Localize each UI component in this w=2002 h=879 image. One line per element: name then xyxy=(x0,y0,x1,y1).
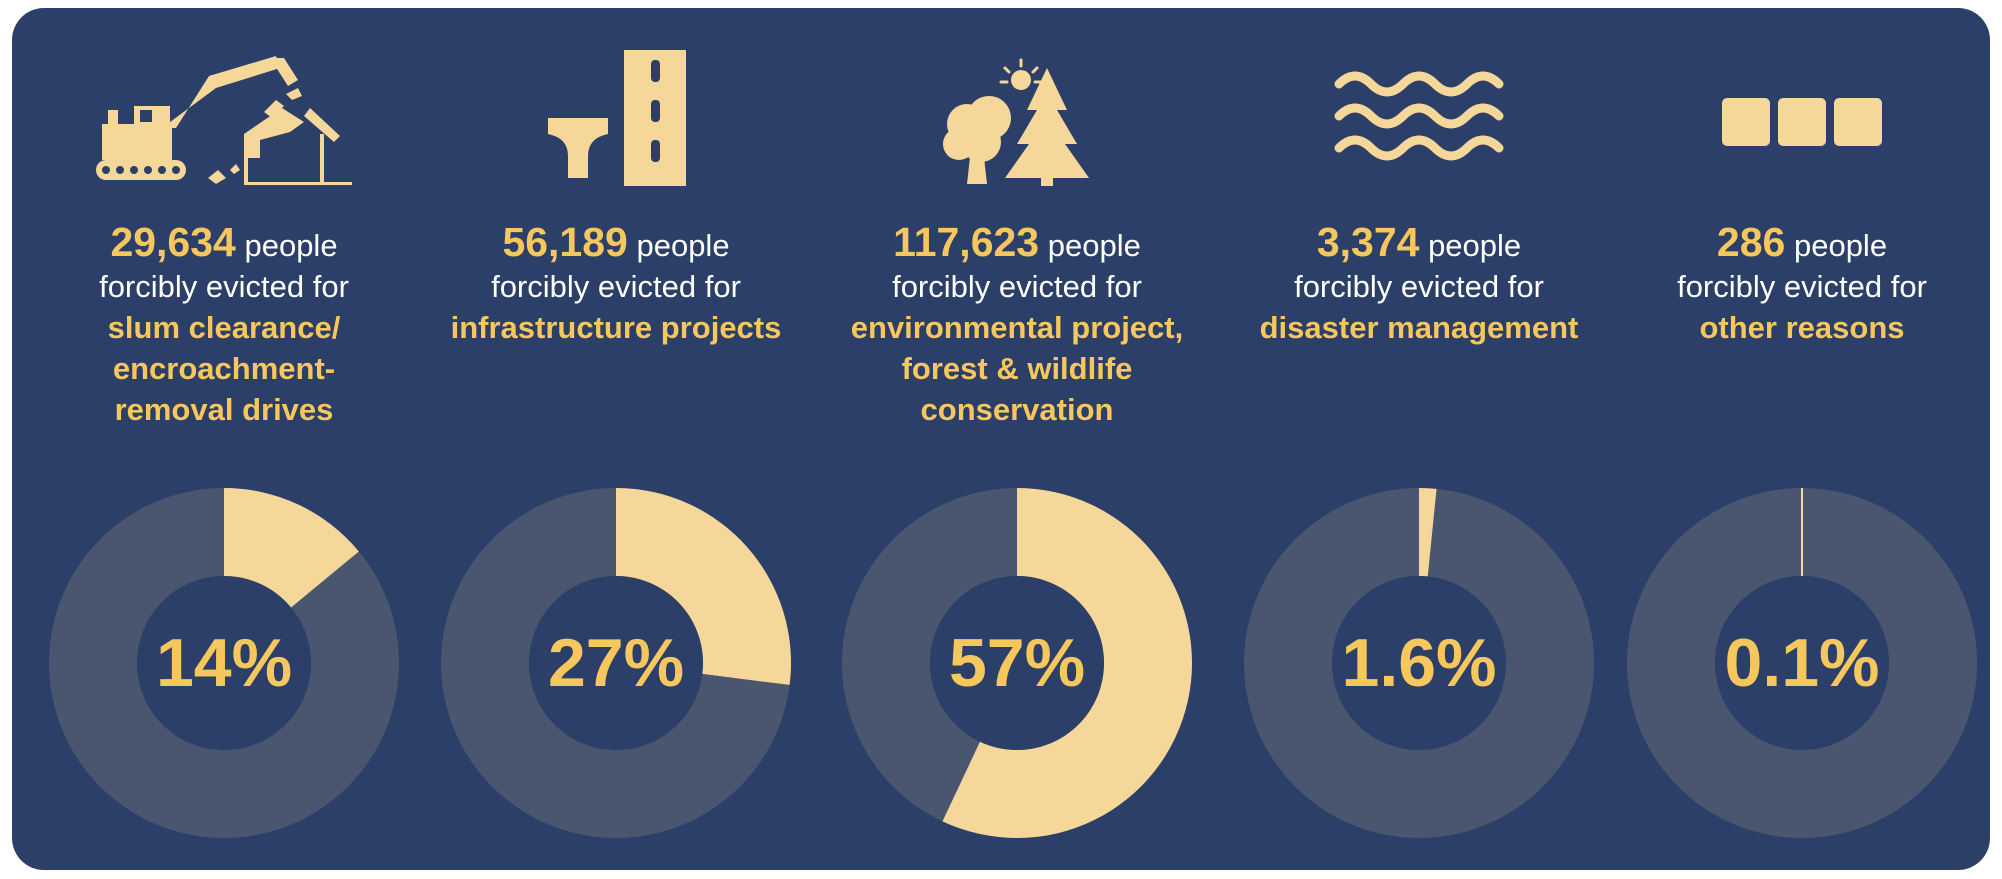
reason-line: removal drives xyxy=(114,392,334,427)
excavator-demolition-icon xyxy=(84,38,364,188)
donut-remainder-slice xyxy=(1626,488,1977,838)
reason-line: other reasons xyxy=(1699,310,1905,345)
eviction-count: 29,634 xyxy=(110,219,236,265)
percent-label: 27% xyxy=(547,625,685,701)
percent-label: 14% xyxy=(155,625,293,701)
eviction-count: 56,189 xyxy=(502,219,628,265)
eviction-count: 3,374 xyxy=(1316,219,1420,265)
donut-value-slice xyxy=(616,488,791,685)
donut-chart xyxy=(47,486,401,840)
reason-line: disaster management xyxy=(1259,310,1579,345)
donut-chart xyxy=(1242,486,1596,840)
lead-text: forcibly evicted for xyxy=(99,269,349,304)
donut-hole xyxy=(529,576,703,750)
eviction-text: 286 people forcibly evicted for other re… xyxy=(1604,222,2000,348)
percent-label: 1.6% xyxy=(1341,625,1497,701)
donut-hole xyxy=(137,576,311,750)
eviction-text: 3,374 people forcibly evicted for disast… xyxy=(1221,222,1617,348)
reason-line: infrastructure projects xyxy=(450,310,782,345)
reason-line: environmental project, xyxy=(850,310,1184,345)
reason-line: encroachment- xyxy=(112,351,336,386)
reason-line: forest & wildlife xyxy=(901,351,1133,386)
donut-hole xyxy=(1715,576,1889,750)
eviction-column-slum-clearance: 29,634 people forcibly evicted for slum … xyxy=(26,8,422,870)
eviction-text: 56,189 people forcibly evicted for infra… xyxy=(418,222,814,348)
road-bridge-icon xyxy=(476,38,756,188)
eviction-text: 29,634 people forcibly evicted for slum … xyxy=(26,222,422,430)
donut-remainder-slice xyxy=(1243,488,1594,838)
donut-hole xyxy=(930,576,1104,750)
people-word: people xyxy=(244,228,338,263)
infographic-panel: 29,634 people forcibly evicted for slum … xyxy=(12,8,1990,870)
donut-value-slice xyxy=(1419,488,1437,577)
three-squares-icon xyxy=(1662,38,1942,188)
people-word: people xyxy=(636,228,730,263)
lead-text: forcibly evicted for xyxy=(491,269,741,304)
donut-value-slice xyxy=(224,488,359,608)
donut-chart xyxy=(1625,486,1979,840)
eviction-column-other: 286 people forcibly evicted for other re… xyxy=(1604,8,2000,870)
donut-hole xyxy=(1332,576,1506,750)
lead-text: forcibly evicted for xyxy=(1294,269,1544,304)
donut-chart xyxy=(840,486,1194,840)
eviction-column-infrastructure: 56,189 people forcibly evicted for infra… xyxy=(418,8,814,870)
eviction-count: 286 xyxy=(1716,219,1786,265)
eviction-column-disaster: 3,374 people forcibly evicted for disast… xyxy=(1221,8,1617,870)
donut-value-slice xyxy=(942,488,1192,838)
lead-text: forcibly evicted for xyxy=(1677,269,1927,304)
reason-line: slum clearance/ xyxy=(107,310,341,345)
people-word: people xyxy=(1428,228,1522,263)
percent-label: 0.1% xyxy=(1724,625,1880,701)
reason-line: conservation xyxy=(920,392,1114,427)
eviction-text: 117,623 people forcibly evicted for envi… xyxy=(819,222,1215,430)
trees-sun-icon xyxy=(877,38,1157,188)
water-waves-icon xyxy=(1279,38,1559,188)
people-word: people xyxy=(1047,228,1141,263)
lead-text: forcibly evicted for xyxy=(892,269,1142,304)
eviction-column-environmental: 117,623 people forcibly evicted for envi… xyxy=(819,8,1215,870)
donut-chart xyxy=(439,486,793,840)
people-word: people xyxy=(1793,228,1888,263)
eviction-count: 117,623 xyxy=(893,219,1040,265)
percent-label: 57% xyxy=(948,625,1086,701)
